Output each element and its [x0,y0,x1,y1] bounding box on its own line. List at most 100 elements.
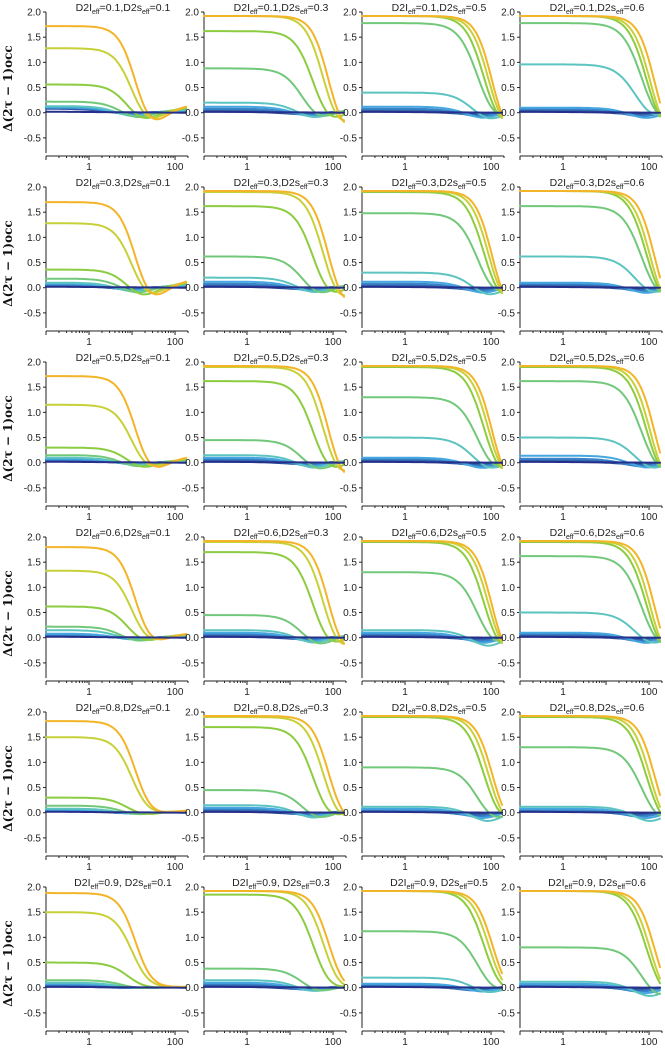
y-tick-label: -0.5 [182,833,200,844]
y-tick-label: 0.5 [185,83,199,94]
y-tick-label: -0.5 [498,658,516,669]
series-line-baseline [519,460,661,464]
series-line-8 [45,25,187,121]
y-tick-label: 1.5 [343,208,357,219]
series-line-8 [361,715,503,806]
series-line-3 [519,106,661,119]
series-line-8 [203,190,345,298]
panel-title: D2Ieff=0.3,D2seff=0.6 [550,177,645,191]
series-line-5 [519,22,661,116]
series-line-5 [203,439,345,470]
series-line-4 [519,611,661,644]
series-line-5 [203,67,345,117]
panel-title-part: eff [300,359,308,366]
y-tick-label: 0.0 [185,633,199,644]
series-line-3 [203,631,345,643]
y-tick-label: 1.0 [501,583,515,594]
series-line-3 [361,280,503,294]
y-tick-label: 2.0 [185,8,199,19]
series-line-4 [361,629,503,647]
y-tick-label: 2.0 [185,883,199,894]
panel-title-part: =0.3,D2s [574,177,616,189]
y-tick-label: 2.0 [501,708,515,719]
y-tick-label: 0.0 [185,108,199,119]
series-line-baseline [519,985,661,989]
y-tick-label: 2.0 [343,183,357,194]
y-axis-label: Δ(2τ − 1)occ [1,220,15,306]
series-line-3 [203,806,345,818]
y-tick-label: 2.0 [185,533,199,544]
panel-title-part: =0.9, D2s [414,877,459,889]
panel-title-part: D2I [550,177,566,189]
series-line-6 [203,893,345,988]
x-tick-label: 1 [560,162,566,173]
x-tick-label: 100 [325,337,342,348]
y-tick-label: 1.5 [185,908,199,919]
y-tick-label: -0.5 [340,658,358,669]
series-line-4 [361,976,503,993]
y-axis-label: Δ(2τ − 1)occ [1,45,15,131]
series-line-8 [361,890,503,975]
y-tick-label: 2.0 [185,708,199,719]
x-tick-label: 100 [483,512,500,523]
panel-title: D2Ieff=0.6,D2seff=0.6 [550,527,645,541]
panel-r4-c3: D2Ieff=0.8,D2seff=0.62.01.51.00.50.0-0.5… [498,702,663,873]
x-tick-label: 1 [86,1037,92,1048]
x-tick-label: 1 [86,512,92,523]
x-tick-label: 100 [483,162,500,173]
panel-title-part: =0.3 [308,527,329,539]
y-tick-label: 1.0 [343,233,357,244]
y-tick-label: 1.5 [185,558,199,569]
panel-title-part: eff [92,534,100,541]
series-line-8 [45,201,187,296]
panel-title-part: eff [566,534,574,541]
y-tick-label: 0.5 [27,783,41,794]
y-tick-label: 1.5 [27,208,41,219]
y-tick-label: -0.5 [498,1008,516,1019]
panel-title: D2Ieff=0.5,D2seff=0.1 [76,352,171,366]
y-tick-label: -0.5 [182,483,200,494]
panel-title: D2Ieff=0.9, D2seff=0.5 [390,877,488,891]
y-tick-label: 1.0 [185,408,199,419]
x-tick-label: 1 [244,862,250,873]
panel-title-part: eff [458,709,466,716]
panel-r5-c2: D2Ieff=0.9, D2seff=0.52.01.51.00.50.0-0.… [340,877,505,1048]
y-tick-label: 1.5 [185,33,199,44]
series-line-baseline [45,635,187,639]
x-tick-label: 100 [641,162,658,173]
panel-title: D2Ieff=0.5,D2seff=0.3 [234,352,329,366]
x-tick-label: 100 [167,337,184,348]
panel-title-part: =0.1 [150,2,171,14]
series-line-baseline [203,285,345,289]
y-tick-label: 0.0 [27,283,41,294]
y-tick-label: 1.5 [185,733,199,744]
y-tick-label: 1.0 [343,408,357,419]
panel-title-part: D2I [76,352,92,364]
y-tick-label: 1.0 [185,58,199,69]
panel-title: D2Ieff=0.6,D2seff=0.3 [234,527,329,541]
y-tick-label: 0.5 [185,608,199,619]
panel-title-part: =0.3 [308,177,329,189]
series-line-4 [519,980,661,997]
y-tick-label: 0.0 [27,108,41,119]
series-line-6 [361,191,503,295]
series-line-8 [203,890,345,982]
y-tick-label: 1.5 [343,908,357,919]
y-tick-label: 1.5 [185,383,199,394]
y-tick-label: 0.5 [501,958,515,969]
y-tick-label: 0.0 [185,808,199,819]
panel-title-part: =0.3,D2s [416,177,458,189]
panel-title-part: eff [616,359,624,366]
panel-title-part: eff [408,359,416,366]
series-line-baseline [361,985,503,989]
y-tick-label: 2.0 [501,883,515,894]
panel-title: D2Ieff=0.1,D2seff=0.6 [550,2,645,16]
panel-title-part: D2I [392,702,408,714]
panel-r5-c1: D2Ieff=0.9, D2seff=0.32.01.51.00.50.0-0.… [182,877,347,1048]
y-tick-label: -0.5 [24,833,42,844]
x-tick-label: 1 [560,687,566,698]
panel-title-part: =0.5,D2s [258,352,300,364]
series-line-3 [519,631,661,644]
y-tick-label: 0.5 [27,83,41,94]
series-line-baseline [361,460,503,464]
